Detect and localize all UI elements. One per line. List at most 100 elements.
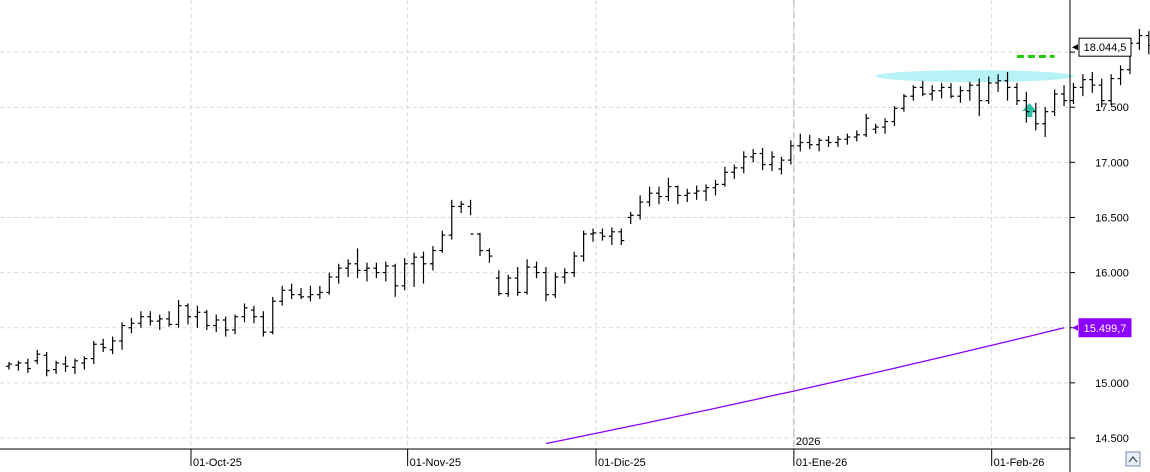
ohlc-bar [787,140,794,165]
ohlc-bar [119,322,126,350]
ohlc-bar [137,311,144,328]
last-price-label-text: 18.044,5 [1084,42,1127,54]
ohlc-bar [618,228,625,246]
ohlc-bar [128,317,135,334]
ohlc-bar [844,133,851,145]
x-tick-label: 01-Ene-26 [796,457,847,469]
ohlc-bar [486,248,493,263]
y-tick-label: 16.500 [1095,212,1129,224]
ohlc-bar [919,80,926,97]
ohlc-bar [1032,102,1039,131]
ohlc-bar [721,166,728,187]
ohlc-bar [6,361,12,370]
ohlc-bar [797,133,804,152]
ohlc-bar [467,199,474,235]
ohlc-bar [1051,89,1058,117]
ohlc-bar [203,310,210,330]
ohlc-bar [825,135,832,147]
ohlc-bar [184,303,191,325]
ohlc-bar [15,360,22,371]
ma-value-label: 15.499,7 [1072,318,1132,338]
last-price-label-box [1078,37,1132,57]
ohlc-bar [674,185,681,205]
ohlc-bar [590,228,597,242]
ohlc-bar [712,179,719,196]
ohlc-bar [345,259,352,278]
up-arrow-icon [1022,103,1037,117]
ohlc-bar [382,261,389,282]
ohlc-bar [985,76,992,104]
year-separator-label: 2026 [796,436,820,448]
y-tick-label: 17.000 [1095,157,1129,169]
ohlc-bar [71,358,78,375]
ohlc-bar [166,311,173,327]
ohlc-bar [1061,85,1068,107]
ohlc-bar [1023,91,1030,123]
ohlc-bar [411,252,418,287]
y-tick-label: 15.000 [1095,378,1129,390]
ma-value-label-text: 15.499,7 [1084,323,1127,335]
ohlc-bar [62,356,69,372]
ohlc-bar [156,314,163,330]
ohlc-bar [288,283,295,300]
ohlc-bar [853,130,860,142]
ohlc-bar [693,185,700,200]
ohlc-bar [1098,78,1105,108]
ohlc-bar [514,267,521,296]
ma-value-label-box [1078,318,1132,338]
ohlc-bar [1145,31,1150,55]
ohlc-bar [392,263,399,297]
ohlc-bar [250,305,257,324]
support-zone [875,70,1075,83]
ohlc-bar [1070,82,1077,104]
ohlc-bar [750,149,757,163]
last-price-label-pointer [1072,44,1078,51]
ohlc-bar [326,272,333,295]
ohlc-bar [429,246,436,271]
ohlc-bar [561,268,568,284]
ohlc-bar [816,138,823,152]
ohlc-bar [448,199,455,240]
ohlc-bar [194,305,201,328]
ohlc-bar [495,270,502,296]
ohlc-bar [1117,65,1124,86]
ohlc-bar [175,300,182,328]
ohlc-bar [90,340,97,365]
ohlc-bar [477,232,483,257]
ohlc-bar [957,86,964,103]
ohlc-bar [778,156,785,175]
ohlc-bar [1079,74,1086,97]
grid-lines [0,0,1070,449]
ohlc-bar [627,211,634,225]
y-tick-label: 17.500 [1095,102,1129,114]
ohlc-bar [34,349,41,365]
ohlc-bar [354,248,361,279]
ohlc-bar [646,186,653,207]
ohlc-bar [580,230,587,262]
ohlc-bar [571,251,578,278]
ohlc-bar [599,228,606,241]
y-tick-label: 16.000 [1095,268,1129,280]
ohlc-bar [147,311,154,326]
ohlc-bar [834,135,841,147]
ohlc-bar [882,118,889,134]
ohlc-bars [6,28,1150,377]
ohlc-bar [316,285,323,300]
ohlc-bar [241,303,248,323]
ohlc-bar [279,285,286,306]
ohlc-bar [109,336,116,355]
ohlc-bar [533,261,540,279]
ohlc-bar [260,311,267,337]
last-price-label: 18.044,5 [1072,37,1132,57]
ohlc-bar [232,314,239,335]
ma-value-label-pointer [1072,324,1078,331]
ohlc-bar [731,164,738,179]
ohlc-bar [637,195,644,220]
moving-average-line [545,327,1065,445]
ohlc-bar [806,134,813,150]
ohlc-bar [966,81,973,101]
ohlc-bar [872,123,879,134]
y-tick-label: 14.500 [1095,433,1129,445]
